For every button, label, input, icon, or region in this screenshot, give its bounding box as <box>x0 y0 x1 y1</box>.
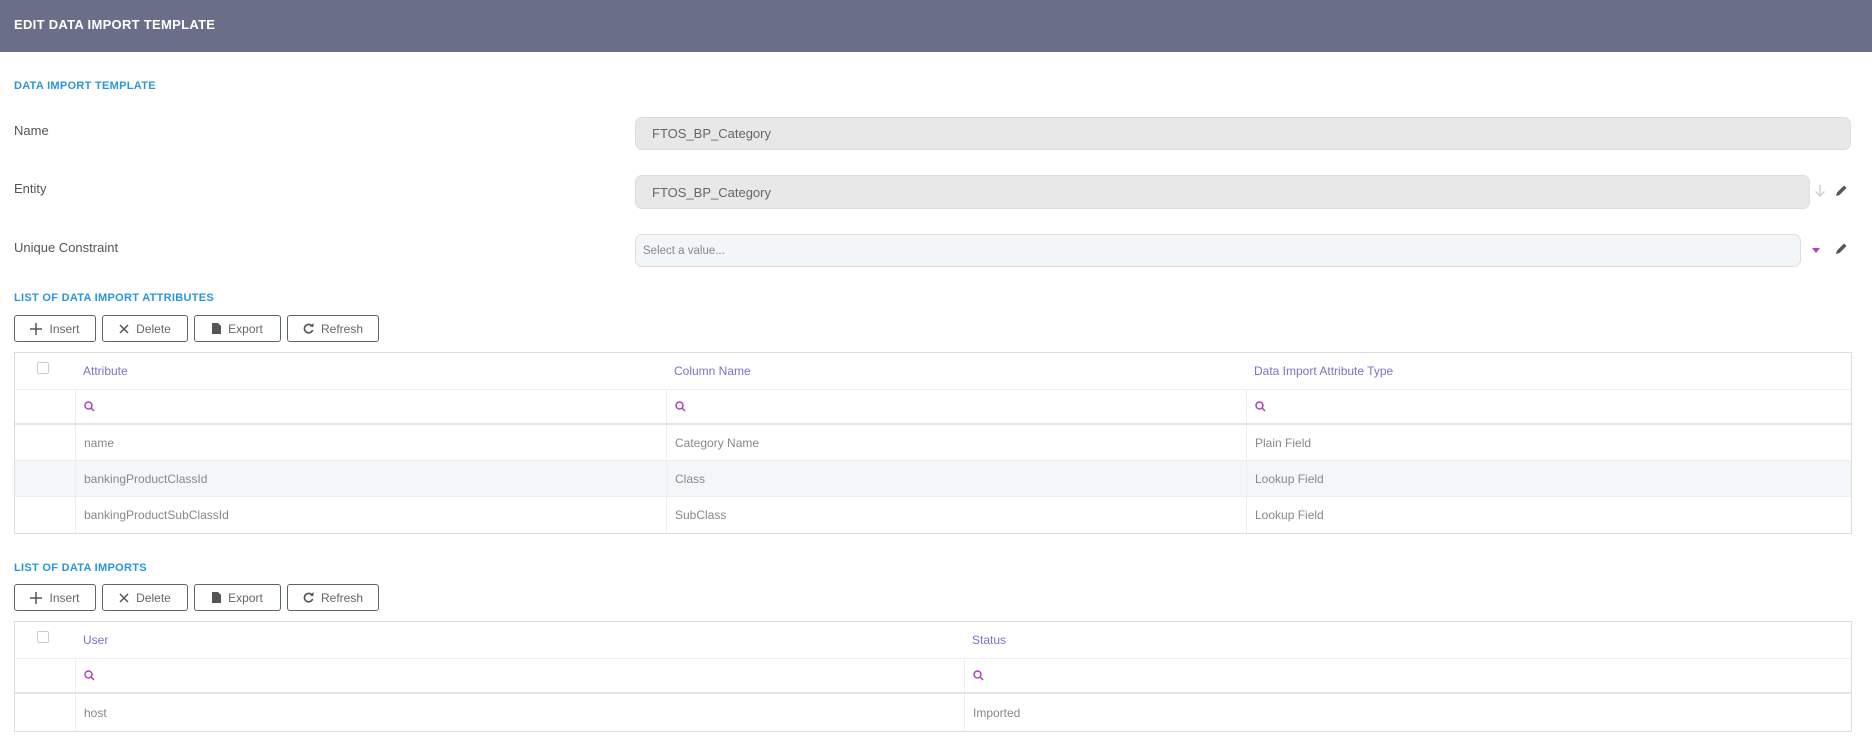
insert-button[interactable]: Insert <box>14 584 96 611</box>
search-icon <box>84 670 95 681</box>
cell-status: Imported <box>964 694 1020 731</box>
close-icon <box>119 592 129 603</box>
section-title-imports: LIST OF DATA IMPORTS <box>14 562 147 574</box>
select-all-checkbox[interactable] <box>37 631 49 643</box>
search-icon <box>1255 401 1266 412</box>
name-value: FTOS_BP_Category <box>652 126 771 141</box>
refresh-button[interactable]: Refresh <box>287 315 379 342</box>
insert-label: Insert <box>49 590 80 605</box>
delete-label: Delete <box>136 590 171 605</box>
arrow-down-icon[interactable] <box>1814 184 1826 198</box>
close-icon <box>119 323 129 334</box>
file-icon <box>212 592 222 603</box>
search-icon <box>84 401 95 412</box>
refresh-label: Refresh <box>320 321 364 336</box>
entity-label: Entity <box>14 181 47 196</box>
table-header-row: Attribute Column Name Data Import Attrib… <box>15 353 1851 390</box>
column-header-status[interactable]: Status <box>972 633 1007 647</box>
table-row[interactable]: host Imported <box>15 694 1851 731</box>
cell-attribute: bankingProductClassId <box>75 461 207 496</box>
cell-user: host <box>75 694 107 731</box>
filter-row <box>15 659 1851 694</box>
cell-column-name: Class <box>666 461 705 496</box>
column-name-filter[interactable] <box>666 390 1246 423</box>
entity-value: FTOS_BP_Category <box>652 184 771 200</box>
select-all-checkbox[interactable] <box>37 362 49 374</box>
cell-attribute-type: Lookup Field <box>1246 497 1324 533</box>
attributes-table: Attribute Column Name Data Import Attrib… <box>14 352 1852 534</box>
refresh-icon <box>303 592 314 603</box>
cell-attribute: bankingProductSubClassId <box>75 497 229 533</box>
page-header: EDIT DATA IMPORT TEMPLATE <box>0 0 1872 52</box>
column-header-user[interactable]: User <box>83 633 109 647</box>
unique-constraint-label: Unique Constraint <box>14 240 119 255</box>
refresh-button[interactable]: Refresh <box>287 584 379 611</box>
filter-row <box>15 390 1851 425</box>
user-filter[interactable] <box>75 659 964 692</box>
export-button[interactable]: Export <box>194 315 281 342</box>
name-label: Name <box>14 123 49 138</box>
insert-label: Insert <box>49 321 80 336</box>
caret-down-icon[interactable] <box>1812 248 1820 253</box>
table-row[interactable]: bankingProductSubClassId SubClass Lookup… <box>15 497 1851 533</box>
section-title-template: DATA IMPORT TEMPLATE <box>14 80 156 92</box>
plus-icon <box>30 322 43 335</box>
column-header-attribute-type[interactable]: Data Import Attribute Type <box>1254 364 1394 378</box>
pencil-icon[interactable] <box>1834 184 1848 198</box>
page-title: EDIT DATA IMPORT TEMPLATE <box>14 17 216 32</box>
imports-table: User Status host Imported <box>14 621 1852 732</box>
entity-field[interactable]: FTOS_BP_Category <box>635 175 1810 209</box>
refresh-icon <box>303 323 314 334</box>
export-label: Export <box>228 590 263 605</box>
imports-toolbar: Insert Delete Export Refresh <box>14 584 379 611</box>
table-header-row: User Status <box>15 622 1851 659</box>
name-field[interactable]: FTOS_BP_Category <box>635 117 1851 150</box>
section-title-attributes: LIST OF DATA IMPORT ATTRIBUTES <box>14 292 215 304</box>
attribute-type-filter[interactable] <box>1246 390 1851 423</box>
export-button[interactable]: Export <box>194 584 281 611</box>
unique-constraint-placeholder: Select a value... <box>643 244 725 257</box>
unique-constraint-select[interactable]: Select a value... <box>635 234 1801 267</box>
delete-button[interactable]: Delete <box>102 315 188 342</box>
cell-column-name: Category Name <box>666 425 759 460</box>
insert-button[interactable]: Insert <box>14 315 96 342</box>
delete-label: Delete <box>136 321 171 336</box>
table-row[interactable]: name Category Name Plain Field <box>15 425 1851 461</box>
delete-button[interactable]: Delete <box>102 584 188 611</box>
pencil-icon[interactable] <box>1834 242 1848 256</box>
cell-attribute: name <box>75 425 114 460</box>
cell-column-name: SubClass <box>666 497 726 533</box>
attribute-filter[interactable] <box>75 390 666 423</box>
status-filter[interactable] <box>964 659 1851 692</box>
plus-icon <box>30 591 43 604</box>
file-icon <box>212 323 222 334</box>
export-label: Export <box>228 321 263 336</box>
cell-attribute-type: Lookup Field <box>1246 461 1324 496</box>
column-header-column-name[interactable]: Column Name <box>674 364 751 378</box>
table-row[interactable]: bankingProductClassId Class Lookup Field <box>15 461 1851 497</box>
cell-attribute-type: Plain Field <box>1246 425 1311 460</box>
column-header-attribute[interactable]: Attribute <box>83 364 128 378</box>
search-icon <box>675 401 686 412</box>
search-icon <box>973 670 984 681</box>
attributes-toolbar: Insert Delete Export Refresh <box>14 315 379 342</box>
refresh-label: Refresh <box>320 590 364 605</box>
